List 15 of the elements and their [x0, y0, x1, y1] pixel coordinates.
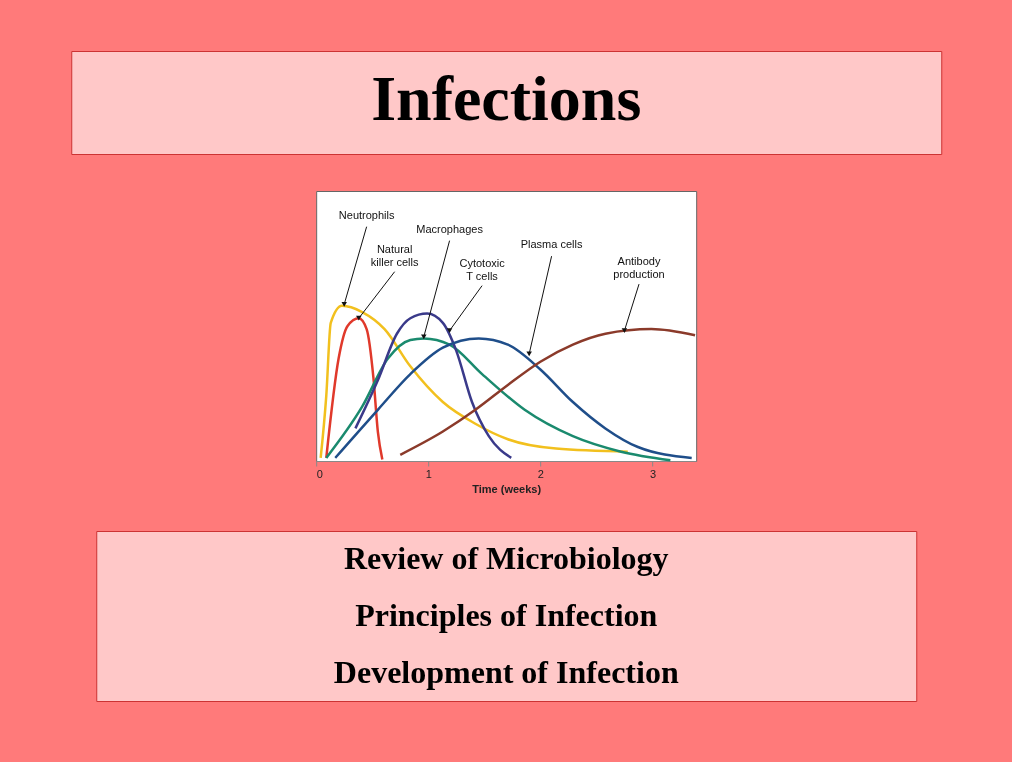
text: Review of Microbiology [343, 540, 669, 577]
x-tick-label: 3 [649, 467, 657, 480]
text: Macrophages [416, 222, 484, 235]
chart-title: Infections [371, 63, 642, 134]
text: Development of Infection [333, 653, 679, 690]
x-tick-label: 2 [537, 467, 544, 480]
text: Plasma cells [520, 238, 583, 251]
text: Antibody production [613, 255, 665, 281]
x-tick-label: 1 [425, 467, 432, 480]
text: Cytotoxic T cells [459, 256, 506, 282]
x-axis-title: Time (weeks) [472, 482, 542, 495]
x-tick-label: 0 [316, 467, 323, 480]
text: Principles of Infection [355, 597, 658, 633]
text: Natural killer cells [370, 242, 419, 268]
text: Neutrophils [338, 208, 395, 221]
